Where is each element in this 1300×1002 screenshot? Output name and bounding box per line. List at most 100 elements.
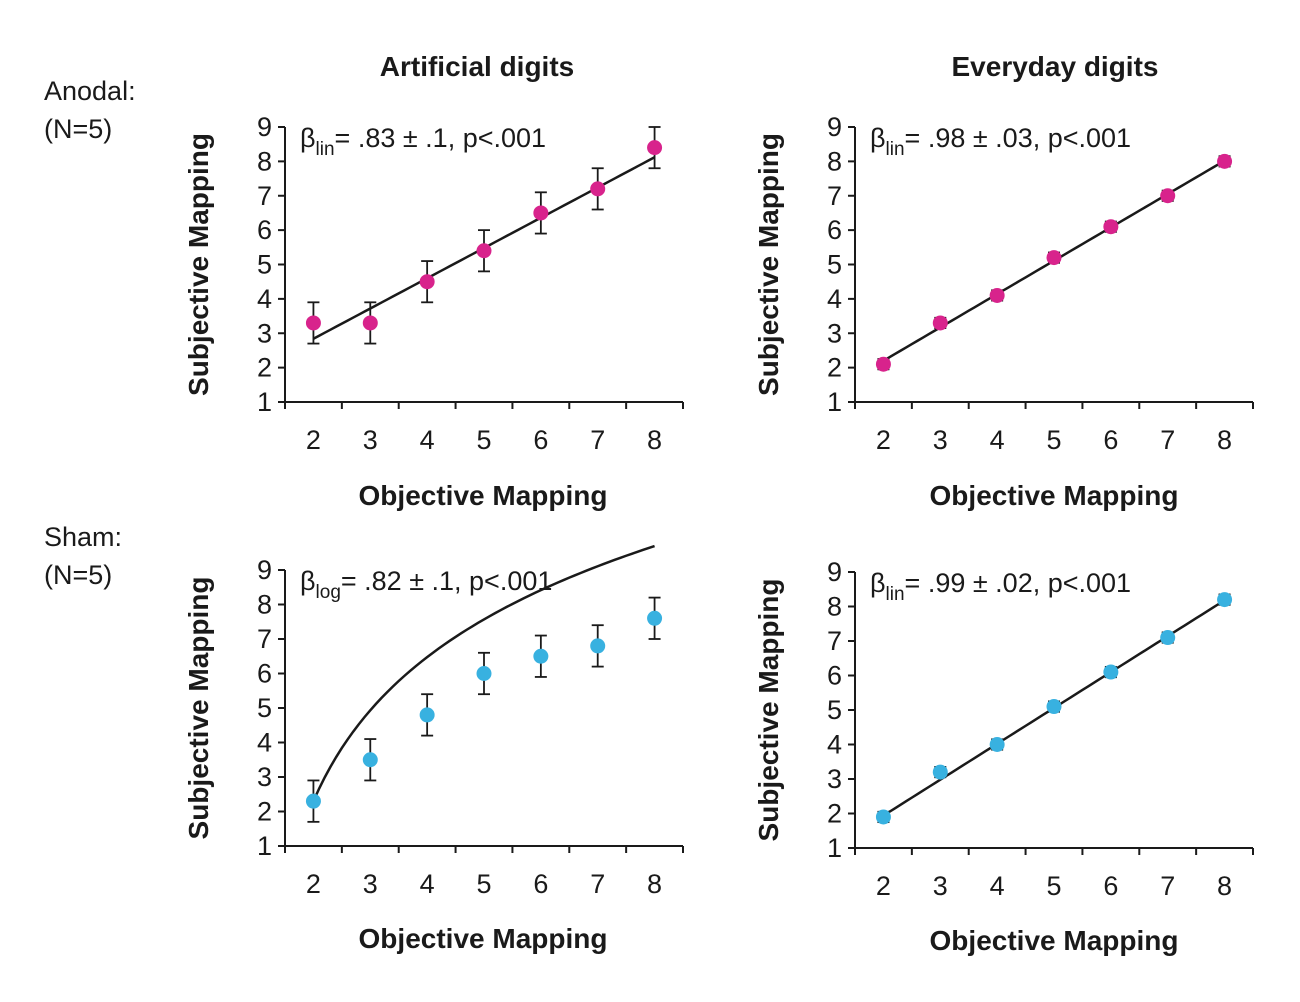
data-point xyxy=(419,274,435,290)
y-tick-label: 2 xyxy=(827,799,842,829)
data-point xyxy=(989,287,1005,303)
x-tick-label: 8 xyxy=(1217,425,1232,455)
x-tick-label: 6 xyxy=(533,425,548,455)
panel-anodal-artificial: 1 2 3 4 5 6 7 8 9 2 3 4 5 6 7 8 Objective Mapping Subject… xyxy=(183,112,684,511)
x-tick-label: 6 xyxy=(1103,871,1118,901)
stat-annotation: βlin= .83 ± .1, p<.001 xyxy=(300,123,546,160)
y-tick-label: 7 xyxy=(257,624,272,654)
x-axis-label: Objective Mapping xyxy=(359,923,608,954)
y-tick-label: 7 xyxy=(257,181,272,211)
y-tick-label: 8 xyxy=(827,592,842,622)
y-tick-label: 5 xyxy=(827,250,842,280)
data-point xyxy=(419,707,435,723)
data-point xyxy=(362,315,378,331)
y-tick-label: 7 xyxy=(827,181,842,211)
y-tick-label: 1 xyxy=(827,387,842,417)
x-tick-label: 5 xyxy=(476,425,491,455)
y-tick-label: 1 xyxy=(257,831,272,861)
data-point xyxy=(932,764,948,780)
row-label-sham: Sham: xyxy=(44,522,122,552)
stat-annotation: βlog= .82 ± .1, p<.001 xyxy=(300,566,552,603)
row-label-anodal-n: (N=5) xyxy=(44,114,112,144)
y-tick-label: 3 xyxy=(827,318,842,348)
x-tick-label: 8 xyxy=(1217,871,1232,901)
y-tick-label: 3 xyxy=(827,764,842,794)
data-point xyxy=(1160,630,1176,646)
data-point xyxy=(533,648,549,664)
x-tick-label: 2 xyxy=(306,869,321,899)
data-point xyxy=(1217,592,1233,608)
y-tick-label: 9 xyxy=(827,557,842,587)
panel-anodal-everyday: 1 2 3 4 5 6 7 8 9 2 3 4 5 6 7 8 Objective Mapping Subject… xyxy=(753,112,1254,511)
y-axis-label: Subjective Mapping xyxy=(183,577,214,840)
x-tick-label: 3 xyxy=(363,869,378,899)
data-point xyxy=(875,356,891,372)
x-tick-label: 8 xyxy=(647,869,662,899)
x-tick-label: 2 xyxy=(876,425,891,455)
stat-annotation: βlin= .99 ± .02, p<.001 xyxy=(870,568,1131,605)
y-tick-label: 8 xyxy=(827,146,842,176)
y-tick-label: 9 xyxy=(827,112,842,142)
x-axis-label: Objective Mapping xyxy=(930,925,1179,956)
y-tick-label: 4 xyxy=(257,284,272,314)
y-tick-label: 4 xyxy=(257,728,272,758)
row-label-anodal: Anodal: xyxy=(44,76,136,106)
x-tick-label: 4 xyxy=(420,869,435,899)
x-tick-label: 7 xyxy=(590,425,605,455)
data-point xyxy=(590,181,606,197)
data-point xyxy=(1046,250,1062,266)
y-tick-label: 5 xyxy=(827,695,842,725)
data-point xyxy=(647,610,663,626)
row-label-sham-n: (N=5) xyxy=(44,560,112,590)
y-axis-label: Subjective Mapping xyxy=(753,133,784,396)
y-tick-label: 4 xyxy=(827,284,842,314)
column-title-everyday: Everyday digits xyxy=(952,51,1159,82)
data-point xyxy=(305,315,321,331)
data-point xyxy=(932,315,948,331)
x-tick-label: 2 xyxy=(306,425,321,455)
stat-annotation: βlin= .98 ± .03, p<.001 xyxy=(870,123,1131,160)
data-point xyxy=(875,809,891,825)
column-title-artificial: Artificial digits xyxy=(380,51,574,82)
data-point xyxy=(590,638,606,654)
data-point xyxy=(989,737,1005,752)
x-tick-label: 2 xyxy=(876,871,891,901)
y-tick-label: 8 xyxy=(257,146,272,176)
x-tick-label: 4 xyxy=(420,425,435,455)
y-tick-label: 4 xyxy=(827,730,842,760)
panel-sham-everyday: 1 2 3 4 5 6 7 8 9 2 3 4 5 6 7 8 Objective Mapping Subject… xyxy=(753,557,1254,956)
y-tick-label: 2 xyxy=(827,353,842,383)
y-tick-label: 2 xyxy=(257,797,272,827)
y-tick-label: 5 xyxy=(257,693,272,723)
data-point xyxy=(1103,219,1119,235)
x-tick-label: 7 xyxy=(590,869,605,899)
y-tick-label: 2 xyxy=(257,353,272,383)
y-tick-label: 7 xyxy=(827,626,842,656)
x-tick-label: 7 xyxy=(1160,871,1175,901)
y-tick-label: 5 xyxy=(257,250,272,280)
data-point xyxy=(305,793,321,809)
x-tick-label: 3 xyxy=(363,425,378,455)
y-tick-label: 6 xyxy=(257,659,272,689)
y-tick-label: 1 xyxy=(827,833,842,863)
x-tick-label: 6 xyxy=(1103,425,1118,455)
x-tick-label: 4 xyxy=(990,871,1005,901)
data-point xyxy=(647,140,663,156)
x-tick-label: 8 xyxy=(647,425,662,455)
y-axis-label: Subjective Mapping xyxy=(183,133,214,396)
data-point xyxy=(476,243,492,259)
x-tick-label: 5 xyxy=(1046,871,1061,901)
data-point xyxy=(1160,188,1176,204)
y-axis-label: Subjective Mapping xyxy=(753,579,784,842)
x-tick-label: 6 xyxy=(533,869,548,899)
x-tick-label: 3 xyxy=(933,871,948,901)
y-tick-label: 6 xyxy=(827,215,842,245)
y-tick-label: 3 xyxy=(257,762,272,792)
y-tick-label: 9 xyxy=(257,112,272,142)
y-tick-label: 6 xyxy=(257,215,272,245)
y-tick-label: 9 xyxy=(257,555,272,585)
panel-sham-artificial: 1 2 3 4 5 6 7 8 9 2 3 4 5 6 7 8 Objective Mapping Subject… xyxy=(183,544,684,954)
x-tick-label: 5 xyxy=(476,869,491,899)
data-point xyxy=(533,205,549,221)
